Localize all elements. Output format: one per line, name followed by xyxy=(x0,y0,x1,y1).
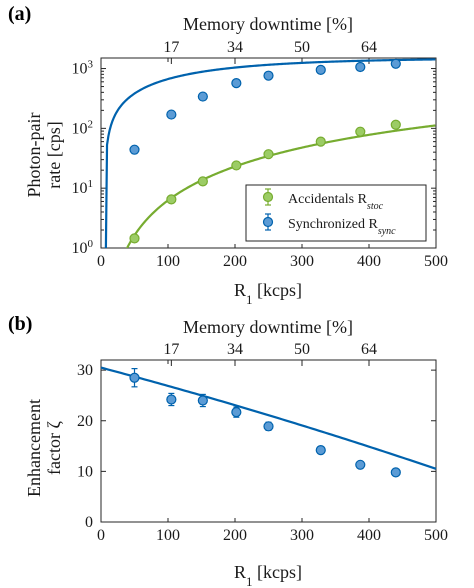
data-point-stoc xyxy=(315,136,326,147)
legend-entry-accidentals xyxy=(262,188,274,206)
x-tick-label: 0 xyxy=(97,527,105,544)
legend-label-accidentals-main: Accidentals R xyxy=(288,192,368,207)
data-point-sync xyxy=(263,70,274,81)
panel-label-a: (a) xyxy=(8,3,31,25)
data-point-stoc xyxy=(231,160,242,171)
y-tick-label: 30 xyxy=(77,362,93,379)
y-tick-label: 102 xyxy=(72,118,94,137)
y-axis-label-b-line1: Enhancement xyxy=(24,399,44,497)
y-axis-label-a-line2: rate [cps] xyxy=(44,121,64,188)
top-tick-label: 17 xyxy=(163,341,179,358)
top-tick-label: 17 xyxy=(163,39,179,56)
legend-label-accidentals-sub: stoc xyxy=(367,201,384,212)
top-tick-label: 50 xyxy=(294,341,310,358)
fit-curve-sync xyxy=(104,58,436,248)
data-point-stoc xyxy=(263,149,274,160)
legend-label-accidentals: Accidentals Rstoc xyxy=(288,192,384,212)
data-point-sync xyxy=(315,64,326,75)
data-point-enhancement xyxy=(129,372,140,383)
fit-curve-stoc xyxy=(125,124,436,248)
y-tick-label: 10 xyxy=(77,463,93,480)
y-tick-label: 0 xyxy=(85,514,93,531)
data-point-stoc xyxy=(197,176,208,187)
data-point-sync xyxy=(231,78,242,89)
data-point-enhancement xyxy=(315,445,326,456)
data-point-sync xyxy=(355,61,366,73)
data-point-enhancement xyxy=(390,467,401,478)
data-point-stoc xyxy=(390,119,401,130)
legend-entry-synchronized xyxy=(262,213,274,231)
x-tick-label: 0 xyxy=(97,253,105,270)
legend-a: Accidentals Rstoc Synchronized Rsync xyxy=(245,184,427,242)
data-point-enhancement xyxy=(166,394,177,405)
data-point-stoc xyxy=(129,233,140,244)
top-tick-label: 64 xyxy=(361,39,377,56)
x-tick-label: 200 xyxy=(223,253,247,270)
data-point-enhancement xyxy=(231,407,242,418)
y-tick-label: 100 xyxy=(72,238,94,257)
top-axis-label-a: Memory downtime [%] xyxy=(183,14,353,34)
data-point-enhancement xyxy=(197,395,208,406)
x-tick-label: 100 xyxy=(156,253,180,270)
x-axis-label-b-main: R xyxy=(234,562,246,582)
y-tick-label: 20 xyxy=(77,413,93,430)
top-tick-label: 34 xyxy=(227,341,243,358)
legend-label-synchronized-sub: sync xyxy=(378,226,396,237)
x-tick-label: 300 xyxy=(290,527,314,544)
y-axis-label-b-line2: factor ζ xyxy=(44,420,64,474)
panel-label-b: (b) xyxy=(8,313,32,335)
legend-label-synchronized: Synchronized Rsync xyxy=(288,217,396,237)
y-axis-label-a-line1: Photon-pair xyxy=(24,113,44,198)
x-tick-label: 500 xyxy=(424,253,448,270)
top-tick-label: 34 xyxy=(227,39,243,56)
x-tick-label: 100 xyxy=(156,527,180,544)
plot-frame xyxy=(100,57,437,249)
x-axis-label-a: R1 [kcps] xyxy=(234,280,302,307)
x-tick-label: 200 xyxy=(223,527,247,544)
axes-panel-b: 0 100 200 300 400 500 17 34 50 64 0 10 20 30 xyxy=(77,341,448,544)
data-point-stoc xyxy=(355,126,366,137)
data-point-stoc xyxy=(166,194,177,205)
fit-curve-enhancement xyxy=(100,366,437,470)
x-axis-label-b-rest: [kcps] xyxy=(253,562,302,582)
top-tick-label: 50 xyxy=(294,39,310,56)
x-axis-label-a-main: R xyxy=(234,280,246,300)
x-axis-label-a-sub: 1 xyxy=(246,292,253,307)
data-point-sync xyxy=(390,58,401,69)
x-tick-label: 400 xyxy=(357,253,381,270)
data-point-enhancement xyxy=(263,421,274,432)
legend-label-synchronized-main: Synchronized R xyxy=(288,217,378,232)
x-tick-label: 400 xyxy=(357,527,381,544)
x-axis-label-b-sub: 1 xyxy=(246,574,253,588)
top-tick-label: 64 xyxy=(361,341,377,358)
y-tick-label: 101 xyxy=(72,178,94,197)
data-point-sync xyxy=(166,109,177,120)
y-tick-label: 103 xyxy=(72,59,94,78)
plot-frame xyxy=(100,359,437,523)
data-point-sync xyxy=(129,144,140,155)
x-tick-label: 300 xyxy=(290,253,314,270)
legend-marker xyxy=(262,191,274,203)
x-axis-label-a-rest: [kcps] xyxy=(253,280,302,300)
legend-marker xyxy=(262,216,274,228)
data-point-enhancement xyxy=(355,459,366,470)
x-tick-label: 500 xyxy=(424,527,448,544)
data-point-sync xyxy=(197,91,208,102)
top-axis-label-b: Memory downtime [%] xyxy=(183,317,353,337)
legend-box-a xyxy=(245,184,427,242)
x-axis-label-b: R1 [kcps] xyxy=(234,562,302,588)
